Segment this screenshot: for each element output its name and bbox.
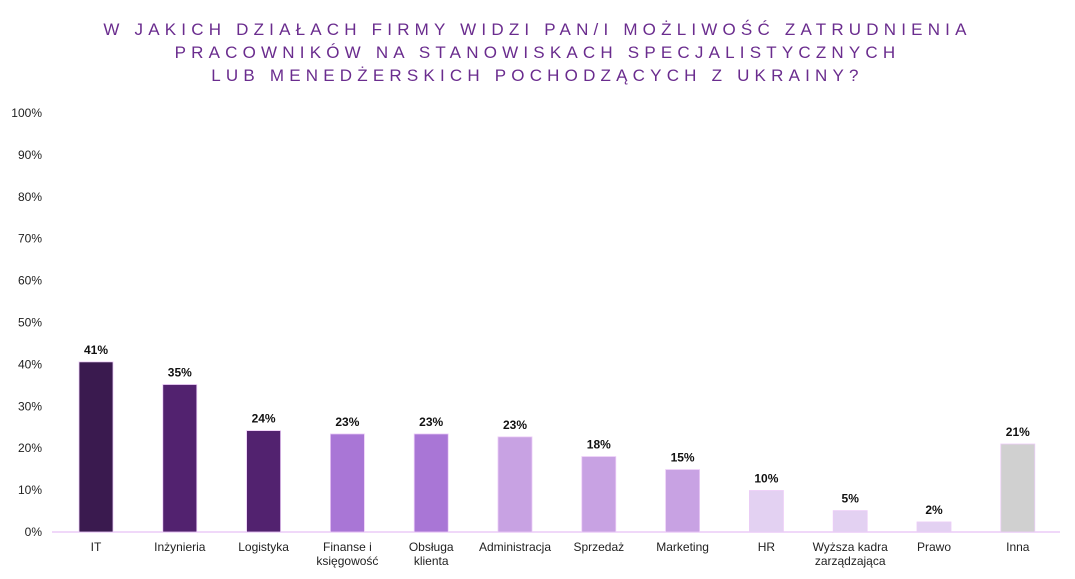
title-line: PRACOWNIKÓW NA STANOWISKACH SPECJALISTYC… [174, 43, 901, 62]
y-tick-label: 10% [18, 483, 42, 497]
data-label: 21% [1006, 425, 1030, 439]
y-tick-label: 20% [18, 441, 42, 455]
bar [916, 521, 952, 533]
y-tick-label: 60% [18, 274, 42, 288]
bar [749, 490, 784, 533]
x-tick-label: Marketing [656, 540, 709, 554]
y-tick-label: 70% [18, 232, 42, 246]
y-tick-label: 40% [18, 357, 42, 371]
bar [581, 456, 617, 533]
x-tick-label: Wyższa kadra [813, 540, 889, 554]
x-tick-label: Inżynieria [154, 540, 206, 554]
y-tick-label: 30% [18, 399, 42, 413]
y-tick-label: 90% [18, 148, 42, 162]
bar [162, 384, 198, 533]
x-tick-label: Inna [1006, 540, 1030, 554]
x-tick-label: IT [91, 540, 102, 554]
chart-title: W JAKICH DZIAŁACH FIRMY WIDZI PAN/I MOŻL… [0, 18, 1075, 87]
data-label: 41% [84, 343, 108, 357]
data-label: 18% [587, 438, 611, 452]
data-label: 23% [503, 418, 527, 432]
bar [78, 361, 114, 533]
x-tick-label: Prawo [917, 540, 951, 554]
bar [246, 430, 282, 533]
y-tick-label: 100% [11, 106, 42, 120]
x-tick-label: HR [758, 540, 776, 554]
title-line: W JAKICH DZIAŁACH FIRMY WIDZI PAN/I MOŻL… [103, 20, 972, 39]
bar [1000, 443, 1036, 533]
data-label: 2% [925, 503, 943, 517]
x-tick-label: zarządzająca [815, 554, 886, 568]
data-label: 5% [842, 492, 860, 506]
x-tick-label: Finanse i [323, 540, 372, 554]
bar [665, 469, 700, 533]
x-tick-label: Sprzedaż [573, 540, 624, 554]
data-label: 23% [335, 415, 359, 429]
data-label: 10% [754, 472, 778, 486]
y-tick-label: 0% [25, 525, 43, 539]
data-label: 24% [252, 412, 276, 426]
x-tick-label: Logistyka [238, 540, 289, 554]
bar [413, 433, 449, 533]
data-label: 23% [419, 415, 443, 429]
title-line: LUB MENEDŻERSKICH POCHODZĄCYCH Z UKRAINY… [211, 66, 864, 85]
x-tick-label: Administracja [479, 540, 551, 554]
x-tick-label: Obsługa [409, 540, 454, 554]
x-tick-label: klienta [414, 554, 449, 568]
x-tick-label: księgowość [316, 554, 378, 568]
data-label: 15% [671, 451, 695, 465]
bar [329, 433, 365, 533]
y-tick-label: 80% [18, 190, 42, 204]
y-tick-label: 50% [18, 316, 42, 330]
bar [832, 510, 868, 533]
bar [497, 436, 533, 533]
data-label: 35% [168, 366, 192, 380]
